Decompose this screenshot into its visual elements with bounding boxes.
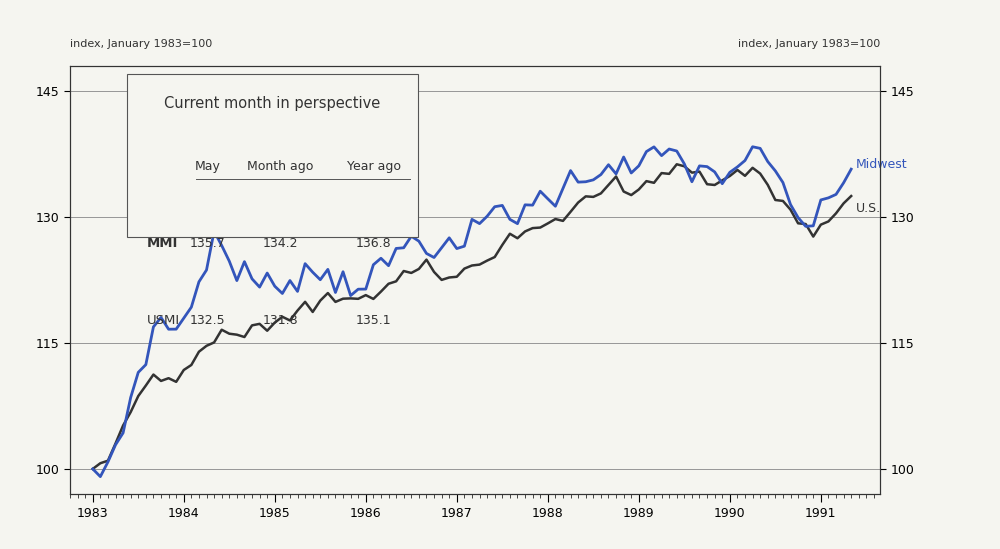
Text: index, January 1983=100: index, January 1983=100: [70, 40, 212, 49]
Text: May: May: [195, 160, 221, 173]
FancyBboxPatch shape: [127, 75, 418, 237]
Text: Month ago: Month ago: [247, 160, 314, 173]
Text: 135.7: 135.7: [190, 237, 226, 250]
Text: 134.2: 134.2: [263, 237, 298, 250]
Text: MMI: MMI: [147, 237, 178, 250]
Text: 131.8: 131.8: [263, 314, 298, 327]
Text: index, January 1983=100: index, January 1983=100: [738, 40, 880, 49]
Text: 135.1: 135.1: [356, 314, 392, 327]
Text: Midwest: Midwest: [856, 159, 907, 171]
Text: Year ago: Year ago: [347, 160, 401, 173]
Text: Current month in perspective: Current month in perspective: [164, 96, 381, 111]
Text: 136.8: 136.8: [356, 237, 392, 250]
Text: USMI: USMI: [147, 314, 180, 327]
Text: U.S.: U.S.: [856, 202, 881, 215]
Text: 132.5: 132.5: [190, 314, 226, 327]
